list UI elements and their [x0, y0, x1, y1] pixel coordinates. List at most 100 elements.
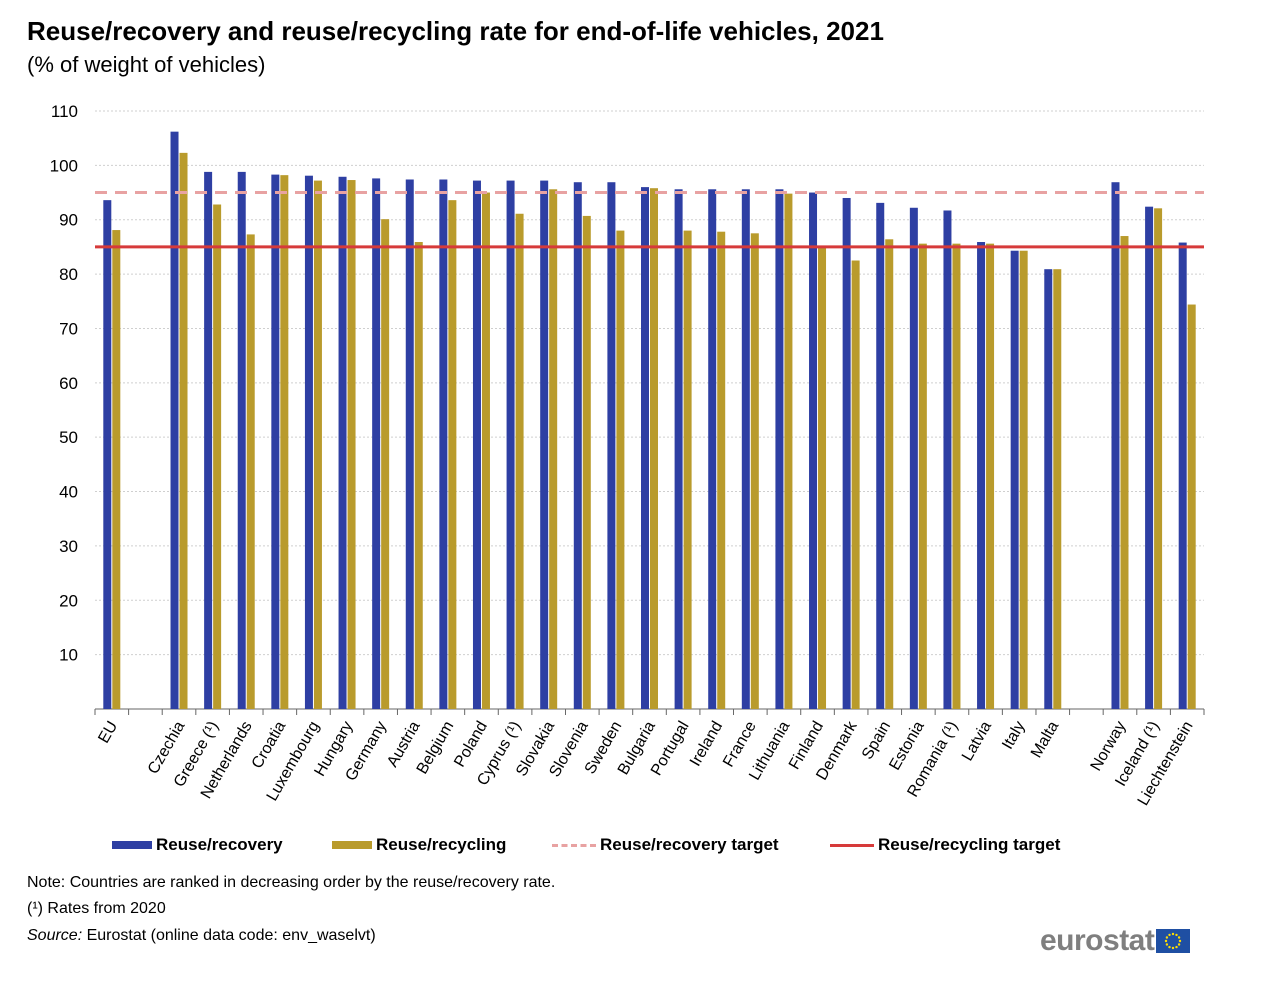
note-source: Source: Eurostat (online data code: env_… — [27, 927, 376, 945]
bar-reuse-recycling-greece — [213, 204, 222, 710]
bar-reuse-recovery-bulgaria — [641, 187, 649, 710]
bar-reuse-recovery-latvia — [977, 242, 986, 709]
bar-reuse-recycling-croatia — [280, 175, 289, 709]
legend-label-recovery-target: Reuse/recovery target — [600, 835, 779, 854]
bar-reuse-recycling-spain — [885, 239, 894, 709]
bar-reuse-recycling-luxembourg — [313, 180, 322, 709]
x-tick-label-malta: Malta — [1028, 718, 1062, 760]
bar-reuse-recycling-bulgaria — [650, 188, 658, 710]
bar-reuse-recycling-liechtenstein — [1187, 304, 1196, 709]
bar-reuse-recycling-cyprus — [515, 213, 524, 710]
bar-reuse-recycling-denmark — [851, 260, 860, 709]
bar-reuse-recovery-sweden — [607, 182, 616, 709]
y-tick-label: 50 — [59, 428, 78, 447]
legend-label-reuse-recovery: Reuse/recovery — [156, 835, 283, 854]
bar-reuse-recovery-finland — [809, 192, 818, 709]
legend-label-reuse-recycling: Reuse/recycling — [376, 835, 507, 854]
bar-reuse-recycling-iceland — [1154, 208, 1163, 709]
bar-reuse-recycling-ireland — [717, 231, 726, 710]
bar-reuse-recovery-croatia — [271, 174, 280, 709]
bar-reuse-recovery-germany — [372, 178, 381, 710]
bar-reuse-recovery-spain — [876, 202, 885, 709]
bar-reuse-recycling-france — [750, 233, 759, 709]
bar-reuse-recovery-czechia — [170, 131, 179, 709]
x-tick-label-eu: EU — [95, 719, 121, 747]
bar-reuse-recycling-latvia — [986, 243, 995, 709]
bar-reuse-recycling-malta — [1053, 269, 1062, 709]
logo-text: eurostat — [1040, 924, 1155, 957]
y-tick-label: 110 — [51, 102, 78, 121]
bar-reuse-recovery-greece — [204, 171, 213, 709]
bar-reuse-recycling-lithuania — [784, 193, 793, 710]
bar-reuse-recovery-slovenia — [573, 182, 582, 709]
eurostat-logo: eurostat — [1040, 924, 1191, 958]
bar-reuse-recycling-sweden — [616, 230, 625, 709]
bar-reuse-recovery-hungary — [338, 176, 347, 709]
y-tick-label: 20 — [59, 591, 78, 610]
y-tick-label: 100 — [50, 156, 78, 175]
legend-label-recycling-target: Reuse/recycling target — [878, 835, 1061, 854]
legend-swatch-reuse-recycling — [332, 841, 372, 849]
bar-reuse-recycling-czechia — [179, 152, 188, 710]
legend-swatch-recovery-target — [552, 843, 596, 847]
bar-reuse-recycling-eu — [112, 230, 121, 709]
bar-reuse-recycling-norway — [1120, 236, 1129, 709]
legend: Reuse/recovery Reuse/recycling Reuse/rec… — [112, 833, 1060, 857]
bar-reuse-recycling-portugal — [683, 230, 692, 709]
note-ranking: Note: Countries are ranked in decreasing… — [27, 874, 556, 891]
bar-reuse-recovery-slovakia — [540, 180, 549, 709]
y-tick-label: 10 — [59, 646, 78, 665]
y-tick-label: 30 — [59, 537, 78, 556]
bar-reuse-recovery-iceland — [1145, 206, 1154, 709]
eu-flag-icon — [1156, 929, 1191, 953]
bar-reuse-recovery-ireland — [708, 189, 717, 709]
bar-reuse-recovery-norway — [1111, 182, 1120, 709]
bar-reuse-recycling-finland — [818, 246, 827, 709]
y-tick-label: 60 — [59, 374, 78, 393]
legend-swatch-reuse-recovery — [112, 841, 152, 849]
bar-reuse-recovery-malta — [1044, 269, 1053, 709]
bar-reuse-recovery-cyprus — [506, 180, 515, 709]
bar-reuse-recycling-belgium — [448, 200, 457, 709]
legend-swatch-recycling-target — [830, 843, 874, 847]
bar-reuse-recycling-poland — [481, 192, 490, 709]
legend-item-recovery-target: Reuse/recovery target — [552, 835, 830, 855]
bar-reuse-recycling-germany — [381, 219, 390, 709]
x-tick-label-spain: Spain — [859, 719, 894, 763]
y-tick-label: 40 — [59, 483, 78, 502]
bar-reuse-recovery-poland — [472, 180, 481, 709]
legend-item-recycling-target: Reuse/recycling target — [830, 835, 1060, 855]
bar-reuse-recovery-luxembourg — [304, 175, 313, 709]
source-label: Source: — [27, 927, 83, 944]
bar-reuse-recovery-liechtenstein — [1178, 242, 1187, 709]
legend-item-reuse-recycling: Reuse/recycling — [332, 835, 552, 855]
bar-reuse-recovery-denmark — [842, 197, 851, 709]
y-tick-label: 80 — [59, 265, 78, 284]
bar-reuse-recycling-netherlands — [246, 234, 255, 709]
bar-reuse-recycling-hungary — [347, 180, 356, 710]
bar-reuse-recovery-romania — [943, 210, 952, 709]
bar-reuse-recovery-lithuania — [775, 189, 784, 709]
bar-reuse-recovery-france — [741, 189, 750, 709]
bar-reuse-recovery-austria — [405, 179, 414, 710]
bar-reuse-recovery-estonia — [909, 207, 918, 709]
bar-reuse-recovery-netherlands — [237, 171, 246, 709]
bar-reuse-recycling-estonia — [918, 243, 927, 709]
bar-reuse-recovery-belgium — [439, 179, 448, 710]
bar-reuse-recycling-romania — [952, 243, 961, 709]
x-tick-label-italy: Italy — [999, 719, 1028, 753]
bar-reuse-recycling-austria — [414, 242, 423, 709]
chart-subtitle: (% of weight of vehicles) — [27, 52, 266, 77]
bar-reuse-recovery-portugal — [674, 189, 683, 709]
bar-reuse-recycling-italy — [1019, 250, 1028, 709]
bar-reuse-recovery-eu — [103, 200, 112, 709]
legend-item-reuse-recovery: Reuse/recovery — [112, 835, 332, 855]
bar-reuse-recovery-italy — [1010, 250, 1019, 709]
chart-title: Reuse/recovery and reuse/recycling rate … — [27, 16, 884, 46]
y-tick-label: 90 — [59, 211, 78, 230]
bar-reuse-recycling-slovenia — [582, 215, 591, 709]
note-footnote: (¹) Rates from 2020 — [27, 900, 166, 917]
x-tick-label-latvia: Latvia — [959, 718, 995, 764]
bar-reuse-recycling-slovakia — [549, 189, 558, 709]
